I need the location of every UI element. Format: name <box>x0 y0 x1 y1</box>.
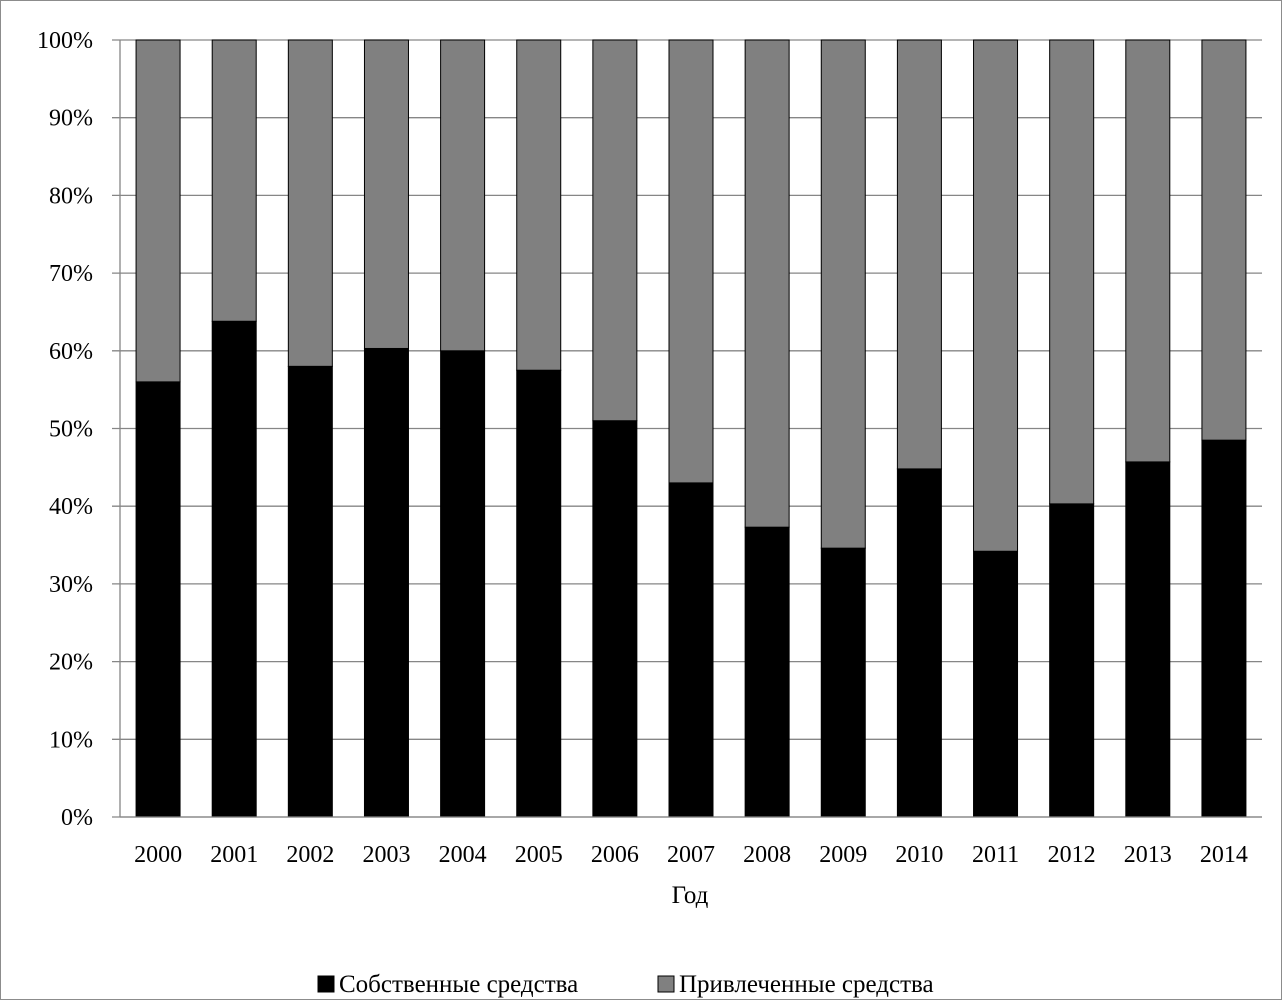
y-tick-label: 70% <box>49 261 93 287</box>
bar-segment-own-funds <box>592 420 638 818</box>
bar-segment-borrowed-funds <box>211 39 257 322</box>
y-tick-label: 50% <box>49 417 93 443</box>
bar-segment-borrowed-funds <box>820 39 866 549</box>
bar-segment-borrowed-funds <box>1201 39 1247 441</box>
y-tick-label: 100% <box>37 28 93 54</box>
x-tick-label: 2004 <box>439 842 487 868</box>
bar-segment-borrowed-funds <box>973 39 1019 552</box>
bar-segment-borrowed-funds <box>668 39 714 484</box>
x-tick-label: 2012 <box>1048 842 1096 868</box>
y-tick-label: 0% <box>61 805 93 831</box>
x-tick-label: 2008 <box>743 842 791 868</box>
bar-segment-own-funds <box>668 482 714 818</box>
bar-segment-borrowed-funds <box>287 39 333 367</box>
bar-segment-borrowed-funds <box>1125 39 1171 463</box>
legend-label: Привлеченные средства <box>679 971 934 998</box>
x-tick-label: 2006 <box>591 842 639 868</box>
bar-segment-own-funds <box>211 320 257 818</box>
bar-segment-borrowed-funds <box>744 39 790 528</box>
bar-segment-own-funds <box>135 381 181 818</box>
x-axis-title: Год <box>672 882 709 909</box>
bar-segment-borrowed-funds <box>1049 39 1095 505</box>
bar-segment-own-funds <box>896 468 942 818</box>
x-tick-label: 2001 <box>210 842 258 868</box>
y-tick-labels: 0% 10% 20% 30% 40% 50% 60% 70% 80% 90% 100% <box>37 28 93 831</box>
bar-segment-borrowed-funds <box>135 39 181 383</box>
bar-segment-borrowed-funds <box>516 39 562 371</box>
bar-segment-own-funds <box>363 347 409 818</box>
bar-segment-own-funds <box>1125 461 1171 818</box>
legend-swatch <box>657 975 675 993</box>
y-tick-label: 10% <box>49 727 93 753</box>
bar-segment-own-funds <box>820 547 866 818</box>
legend-label: Собственные средства <box>339 971 578 998</box>
bar-segment-own-funds <box>1049 503 1095 818</box>
bar-segment-own-funds <box>440 350 486 818</box>
x-tick-label: 2002 <box>286 842 334 868</box>
x-tick-label: 2010 <box>895 842 943 868</box>
bar-segment-own-funds <box>973 550 1019 818</box>
x-tick-label: 2003 <box>362 842 410 868</box>
bar-segment-borrowed-funds <box>440 39 486 352</box>
legend-swatch <box>317 975 335 993</box>
y-tick-label: 30% <box>49 572 93 598</box>
x-tick-label: 2000 <box>134 842 182 868</box>
x-tick-label: 2009 <box>819 842 867 868</box>
bar-segment-own-funds <box>744 526 790 818</box>
bar-segment-borrowed-funds <box>592 39 638 422</box>
y-tick-label: 60% <box>49 339 93 365</box>
y-tick-label: 80% <box>49 183 93 209</box>
y-tick-label: 90% <box>49 106 93 132</box>
bar-segment-own-funds <box>516 369 562 818</box>
x-tick-label: 2013 <box>1124 842 1172 868</box>
bar-segment-borrowed-funds <box>896 39 942 470</box>
x-tick-labels: 2000 2001 2002 2003 2004 2005 2006 2007 2008 2009… <box>134 842 1248 868</box>
bar-segment-own-funds <box>1201 439 1247 818</box>
x-tick-label: 2005 <box>515 842 563 868</box>
bars <box>135 39 1247 818</box>
bar-segment-borrowed-funds <box>363 39 409 349</box>
axes <box>119 40 1262 818</box>
legend: Собственные средства Привлеченные средств… <box>317 971 934 998</box>
x-tick-label: 2014 <box>1200 842 1248 868</box>
bar-segment-own-funds <box>287 365 333 818</box>
x-tick-label: 2011 <box>972 842 1019 868</box>
y-tick-label: 40% <box>49 494 93 520</box>
x-tick-label: 2007 <box>667 842 715 868</box>
y-tick-label: 20% <box>49 650 93 676</box>
